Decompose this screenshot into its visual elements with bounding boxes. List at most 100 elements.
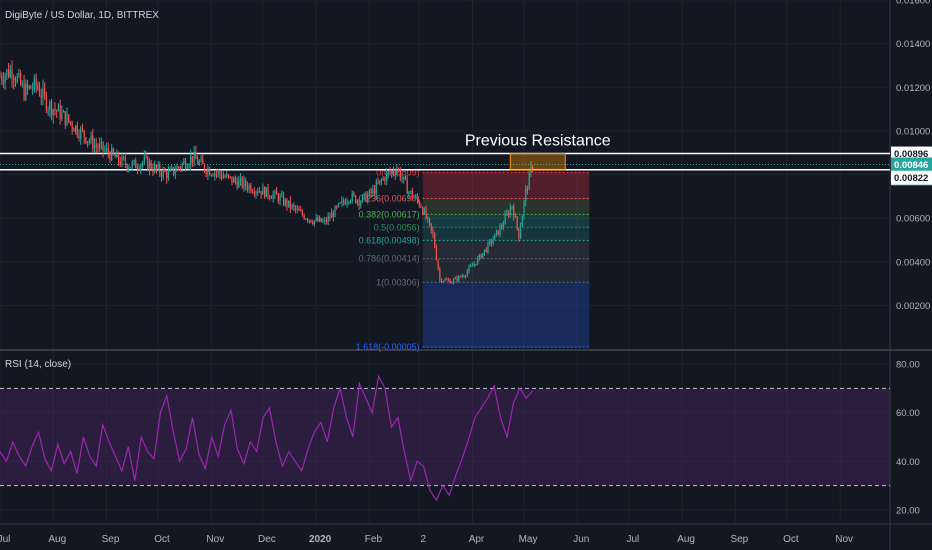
candle-body [66,114,68,125]
candle-body [200,159,202,162]
candle-body [284,199,286,205]
candle-body [148,162,151,170]
candle-body [351,193,353,201]
candle-body [76,125,78,136]
candle-body [296,208,298,210]
candle-body [497,230,499,235]
candle-body [298,208,300,211]
rsi-y-tick-label: 60.00 [896,408,920,419]
candle-body [124,158,127,165]
candle-body [6,69,8,76]
candle-body [439,269,441,280]
candle-body [95,144,97,147]
candle-body [169,168,171,172]
candle-body [162,169,164,177]
candle-body [336,206,338,208]
candle-body [270,197,273,199]
candle-body [447,279,450,281]
candle-body [315,217,317,221]
candle-body [334,206,336,217]
candle-body [35,77,37,86]
candle-body [289,200,291,209]
candle-body [478,254,480,258]
fib-level-label: 0.5(0.0056) [374,222,420,232]
candle-body [116,152,118,158]
candle-body [150,162,152,170]
candle-body [294,206,297,210]
fibonacci-retracement[interactable]: 0(0.00809) 0.236(0.00690) 0.382(0.00617) 0.… [356,168,590,352]
candle-body [246,186,249,190]
candle-body [327,216,329,222]
candle-body [385,172,388,182]
y-tick-label: 0.01600 [896,0,930,7]
candle-body [368,189,371,195]
candle-body [410,191,412,193]
candle-body [166,171,168,179]
candle-body [380,180,383,182]
candle-body [513,206,515,218]
candle-body [4,75,6,83]
candle-body [365,193,367,202]
candle-body [492,239,494,244]
candle-body [93,144,96,149]
candle-body [422,207,424,215]
candle-body [310,219,312,223]
candle-body [126,164,128,170]
candle-body [277,194,279,202]
candle-body [468,266,470,272]
candle-body [224,176,226,178]
candle-body [322,220,324,223]
fib-zone [422,258,590,283]
candle-body [104,150,106,152]
candle-body [114,154,116,158]
candle-body [331,213,333,218]
rsi-pane [0,374,890,502]
candle-body [157,165,159,170]
rsi-title[interactable]: RSI (14, close) [5,359,72,370]
symbol-title[interactable]: DigiByte / US Dollar, 1D, BITTREX [5,10,159,21]
candle-body [490,240,492,244]
candle-body [251,191,254,193]
candle-body [219,171,221,175]
horizontal-lines[interactable] [0,152,890,171]
candle-body [324,219,326,221]
candle-body [20,73,22,85]
candle-body [64,111,66,125]
resistance-box [509,153,566,171]
x-tick-label: May [519,534,538,545]
candle-body [83,130,85,138]
fib-zone [422,240,590,259]
candle-body [7,69,10,77]
candle-body [112,148,114,155]
fib-level-label: 0(0.00809) [376,168,420,178]
candle-body [461,276,463,278]
candle-body [250,185,252,192]
x-tick-label: Oct [783,534,799,545]
candle-body [392,170,395,174]
previous-resistance-box[interactable]: Previous Resistance [465,133,611,171]
rsi-y-tick-label: 40.00 [896,457,920,468]
candle-body [152,169,154,172]
x-tick-label: Jun [573,534,589,545]
candle-body [59,105,61,120]
candle-body [516,216,518,229]
candle-body [411,191,413,198]
candle-body [291,204,293,209]
candle-body [131,162,133,168]
candle-body [416,196,419,201]
candle-body [387,171,389,173]
candle-body [489,240,491,244]
candle-body [470,265,472,267]
candle-body [480,254,482,259]
candle-body [105,148,108,151]
rsi-band [0,388,890,486]
candle-body [425,209,427,219]
candle-body [306,218,309,221]
candle-body [61,112,63,120]
candle-body [1,76,3,81]
candle-body [154,165,156,172]
candle-body [54,109,56,111]
y-tick-label: 0.00200 [896,301,930,312]
candle-body [394,173,396,175]
candle-body [344,202,346,205]
